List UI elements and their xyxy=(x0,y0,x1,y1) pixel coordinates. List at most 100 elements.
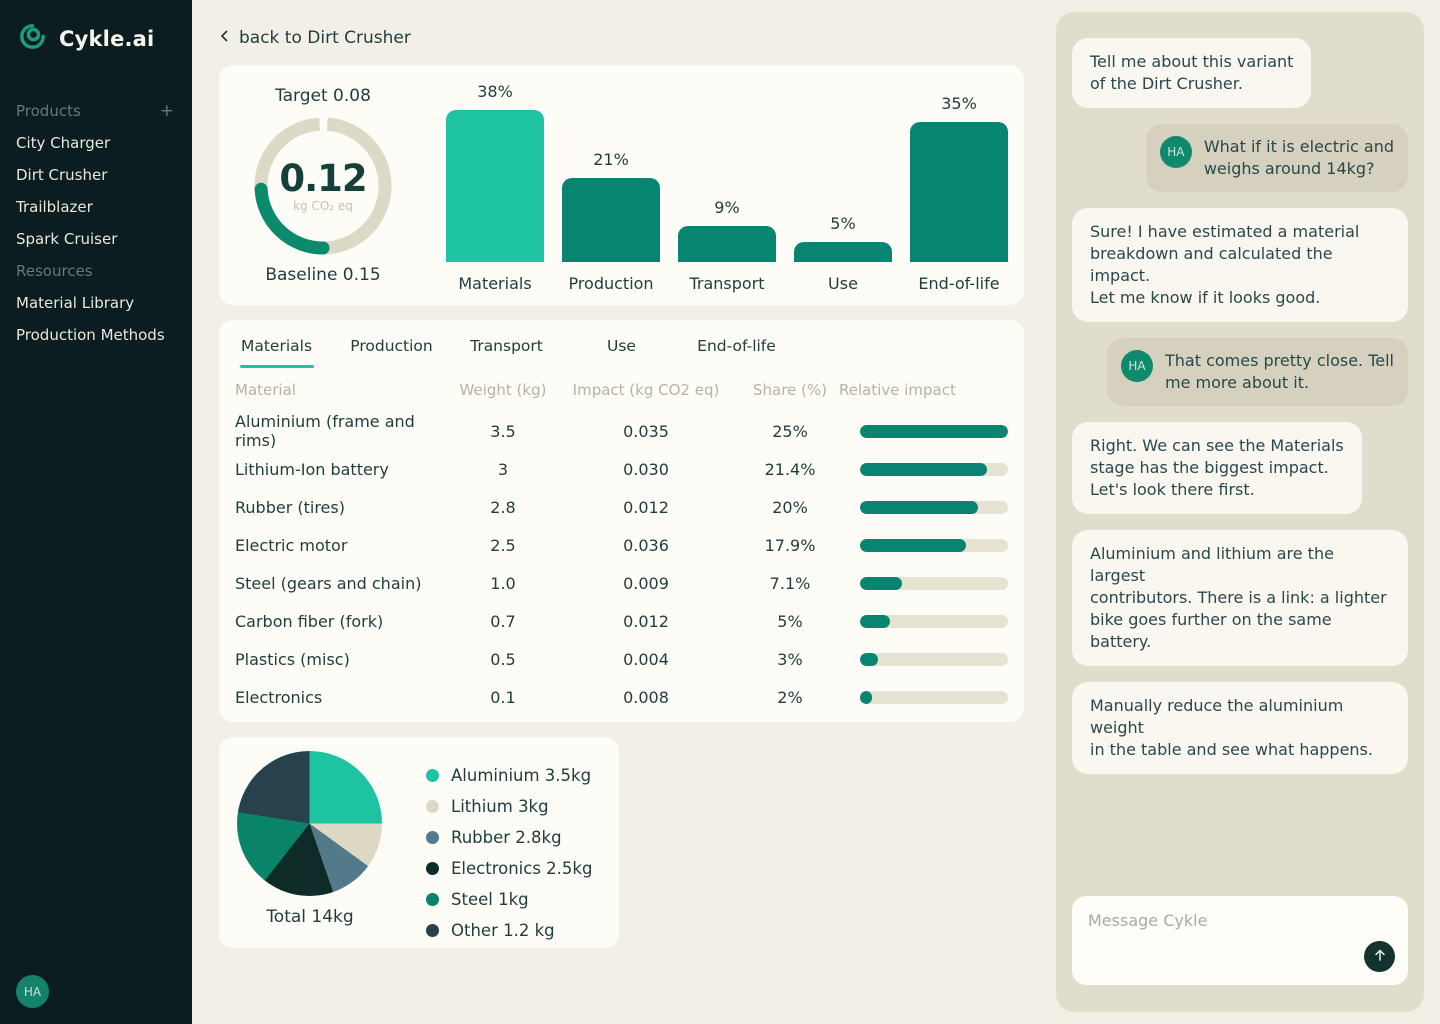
impact-summary-card: Target 0.08 0.12 kg CO₂ eq Baseline 0.15… xyxy=(219,65,1024,305)
bar-fill-materials xyxy=(446,110,544,262)
weight-cell[interactable]: 3 xyxy=(497,459,509,479)
weight-cell[interactable]: 1.0 xyxy=(490,573,516,593)
sidebar-item-material-library[interactable]: Material Library xyxy=(16,294,135,312)
bar-fill-use xyxy=(794,242,892,262)
sidebar-nav: Products + City Charger Dirt Crusher Tra… xyxy=(16,95,192,351)
bar-fill-production xyxy=(562,178,660,262)
message-input[interactable] xyxy=(1072,896,1408,985)
legend-item: Lithium 3kg xyxy=(426,791,592,822)
legend-item: Steel 1kg xyxy=(426,884,592,915)
tab-production[interactable]: Production xyxy=(350,337,433,355)
impact-unit: kg CO₂ eq xyxy=(293,198,353,213)
app-title: Cykle.ai xyxy=(59,26,155,51)
tab-materials[interactable]: Materials xyxy=(219,337,334,368)
legend-item: Aluminium 3.5kg xyxy=(426,760,592,791)
share-cell: 3% xyxy=(777,649,803,669)
impact-cell: 0.030 xyxy=(623,459,669,479)
weight-cell[interactable]: 0.7 xyxy=(490,611,516,631)
impact-cell: 0.009 xyxy=(623,573,669,593)
materials-table-card: Materials Production Transport Use End-o… xyxy=(219,320,1024,722)
material-cell: Electronics xyxy=(235,687,323,707)
impact-cell: 0.004 xyxy=(623,649,669,669)
arrow-up-icon xyxy=(1372,947,1388,966)
material-cell: Lithium-Ion battery xyxy=(235,459,389,479)
chat-message-assistant: Sure! I have estimated a material breakd… xyxy=(1072,208,1408,322)
table-row: Rubber (tires) 2.8 0.012 20% xyxy=(235,488,1008,526)
pie-legend: Aluminium 3.5kg Lithium 3kg Rubber 2.8kg… xyxy=(426,751,592,948)
table-row: Plastics (misc) 0.5 0.004 3% xyxy=(235,640,1008,678)
sidebar-item-city-charger[interactable]: City Charger xyxy=(16,134,111,152)
relative-impact-bar xyxy=(860,424,1008,438)
weight-cell[interactable]: 0.5 xyxy=(490,649,516,669)
legend-item: Other 1.2 kg xyxy=(426,915,592,946)
legend-dot-electronics xyxy=(426,862,439,875)
table-row: Electric motor 2.5 0.036 17.9% xyxy=(235,526,1008,564)
legend-dot-aluminium xyxy=(426,769,439,782)
tab-end-of-life[interactable]: End-of-life xyxy=(697,337,776,355)
share-cell: 7.1% xyxy=(769,573,811,593)
sidebar-item-dirt-crusher[interactable]: Dirt Crusher xyxy=(16,166,108,184)
impact-cell: 0.008 xyxy=(623,687,669,707)
share-cell: 25% xyxy=(772,421,808,441)
table-header: Material Weight (kg) Impact (kg CO2 eq) … xyxy=(235,381,956,399)
donut-chart: 0.12 kg CO₂ eq xyxy=(248,111,398,261)
impact-cell: 0.012 xyxy=(623,497,669,517)
bar-fill-end-of-life xyxy=(910,122,1008,262)
user-avatar[interactable]: HA xyxy=(16,975,49,1008)
bar-end-of-life: 35% End-of-life xyxy=(910,65,1008,305)
impact-cell: 0.035 xyxy=(623,421,669,441)
bar-use: 5% Use xyxy=(794,65,892,305)
weight-cell[interactable]: 2.5 xyxy=(490,535,516,555)
relative-impact-bar xyxy=(860,462,1008,476)
chat-user-avatar: HA xyxy=(1159,136,1192,168)
material-cell: Steel (gears and chain) xyxy=(235,573,422,593)
legend-dot-lithium xyxy=(426,800,439,813)
impact-cell: 0.012 xyxy=(623,611,669,631)
relative-impact-bar xyxy=(860,690,1008,704)
chat-input-box xyxy=(1072,896,1408,985)
send-button[interactable] xyxy=(1364,941,1395,972)
relative-impact-bar xyxy=(860,576,1008,590)
share-cell: 5% xyxy=(777,611,803,631)
share-cell: 20% xyxy=(772,497,808,517)
material-cell: Aluminium (frame and rims) xyxy=(235,412,415,450)
weight-cell[interactable]: 2.8 xyxy=(490,497,516,517)
sidebar-section-products: Products + xyxy=(16,101,174,121)
share-cell: 17.9% xyxy=(764,535,816,555)
material-cell: Rubber (tires) xyxy=(235,497,345,517)
logo: Cykle.ai xyxy=(16,20,192,57)
impact-cell: 0.036 xyxy=(623,535,669,555)
pie-total-label: Total 14kg xyxy=(266,907,354,927)
weight-cell[interactable]: 3.5 xyxy=(490,421,516,441)
tab-use[interactable]: Use xyxy=(607,337,636,355)
relative-impact-bar xyxy=(860,614,1008,628)
add-product-button[interactable]: + xyxy=(159,101,174,121)
impact-value: 0.12 xyxy=(279,156,367,200)
stage-tabs: Materials Production Transport Use End-o… xyxy=(219,337,1024,368)
relative-impact-bar xyxy=(860,500,1008,514)
material-cell: Carbon fiber (fork) xyxy=(235,611,384,631)
chat-user-avatar: HA xyxy=(1120,350,1153,382)
tab-transport[interactable]: Transport xyxy=(470,337,543,355)
legend-item: Electronics 2.5kg xyxy=(426,853,592,884)
table-row: Steel (gears and chain) 1.0 0.009 7.1% xyxy=(235,564,1008,602)
cykle-logo-icon xyxy=(16,20,49,57)
legend-dot-other xyxy=(426,924,439,937)
baseline-label: Baseline 0.15 xyxy=(265,265,381,285)
chat-message-assistant: Aluminium and lithium are the largest co… xyxy=(1072,530,1408,666)
chat-message-user: HA That comes pretty close. Tell me more… xyxy=(1106,338,1408,406)
relative-impact-bar xyxy=(860,538,1008,552)
material-cell: Plastics (misc) xyxy=(235,649,350,669)
relative-impact-bar xyxy=(860,652,1008,666)
share-cell: 2% xyxy=(777,687,803,707)
breadcrumb-back-link[interactable]: back to Dirt Crusher xyxy=(219,28,1024,48)
sidebar-item-trailblazer[interactable]: Trailblazer xyxy=(16,198,93,216)
sidebar-item-production-methods[interactable]: Production Methods xyxy=(16,326,165,344)
weight-cell[interactable]: 0.1 xyxy=(490,687,516,707)
legend-dot-rubber xyxy=(426,831,439,844)
bar-fill-transport xyxy=(678,226,776,262)
weight-breakdown-card: Total 14kg Aluminium 3.5kg Lithium 3kg R… xyxy=(219,737,619,948)
materials-table: Material Weight (kg) Impact (kg CO2 eq) … xyxy=(219,368,1024,716)
sidebar-item-spark-cruiser[interactable]: Spark Cruiser xyxy=(16,230,118,248)
chat-message-assistant: Right. We can see the Materials stage ha… xyxy=(1072,422,1362,514)
